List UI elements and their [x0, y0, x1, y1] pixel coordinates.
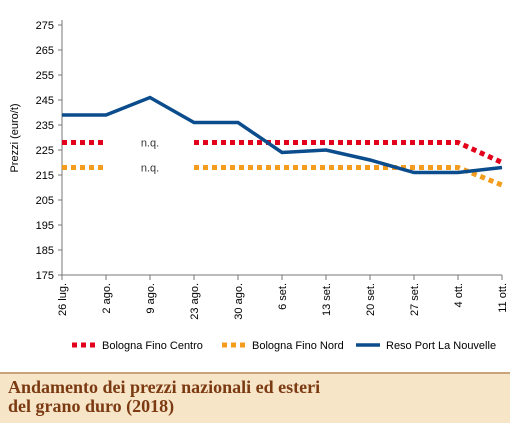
x-tick-label: 9 ago.: [145, 283, 157, 314]
y-tick-label: 225: [36, 145, 54, 157]
legend-label-reso-port-la-nouvelle: Reso Port La Nouvelle: [386, 340, 496, 352]
x-tick-labels: 26 lug. 2 ago. 9 ago. 23 ago. 30 ago. 6 set. 1…: [57, 275, 509, 320]
x-tick-label: 2 ago.: [101, 283, 113, 314]
caption-title: Andamento dei prezzi nazionali ed esteri…: [8, 377, 321, 416]
y-tick-label: 235: [36, 120, 54, 132]
y-tick-label: 275: [36, 20, 54, 32]
x-tick-label: 4 ott.: [453, 283, 465, 307]
series-layer: [62, 95, 504, 188]
annotations: n.q. n.q.: [141, 138, 159, 175]
line-chart: 175 185 195 205 215 225 235 245 255 265 275 26 lug…: [0, 0, 510, 372]
y-tick-labels: 175 185 195 205 215 225 235 245 255 265 275: [36, 20, 62, 282]
y-tick-label: 255: [36, 70, 54, 82]
x-tick-label: 23 ago.: [189, 283, 201, 320]
figure-caption: Andamento dei prezzi nazionali ed esteri…: [0, 372, 510, 423]
y-tick-label: 245: [36, 95, 54, 107]
x-tick-label: 6 set.: [277, 283, 289, 310]
y-tick-label: 205: [36, 195, 54, 207]
y-tick-label: 215: [36, 170, 54, 182]
y-tick-label: 265: [36, 45, 54, 57]
legend: Bologna Fino Centro Bologna Fino Nord Reso…: [72, 340, 496, 352]
y-tick-label: 195: [36, 220, 54, 232]
series-line-bologna-fino-nord: [194, 165, 503, 188]
x-tick-label: 11 ott.: [497, 283, 509, 313]
annotation-nq: n.q.: [141, 163, 159, 175]
legend-label-bologna-fino-nord: Bologna Fino Nord: [252, 340, 344, 352]
legend-label-bologna-fino-centro: Bologna Fino Centro: [102, 340, 203, 352]
x-tick-label: 30 ago.: [233, 283, 245, 320]
y-tick-label: 175: [36, 270, 54, 282]
series-line-reso-port-la-nouvelle: [62, 95, 503, 175]
y-axis-label: Prezzi (euro/t): [9, 103, 21, 172]
annotation-nq: n.q.: [141, 138, 159, 150]
x-tick-label: 26 lug.: [57, 283, 69, 316]
x-tick-label: 20 set.: [365, 283, 377, 316]
x-tick-label: 13 set.: [321, 283, 333, 316]
x-tick-label: 27 set.: [409, 283, 421, 316]
series-line-bologna-fino-centro: [194, 140, 504, 165]
chart-background: [0, 0, 510, 372]
y-tick-label: 185: [36, 245, 54, 257]
